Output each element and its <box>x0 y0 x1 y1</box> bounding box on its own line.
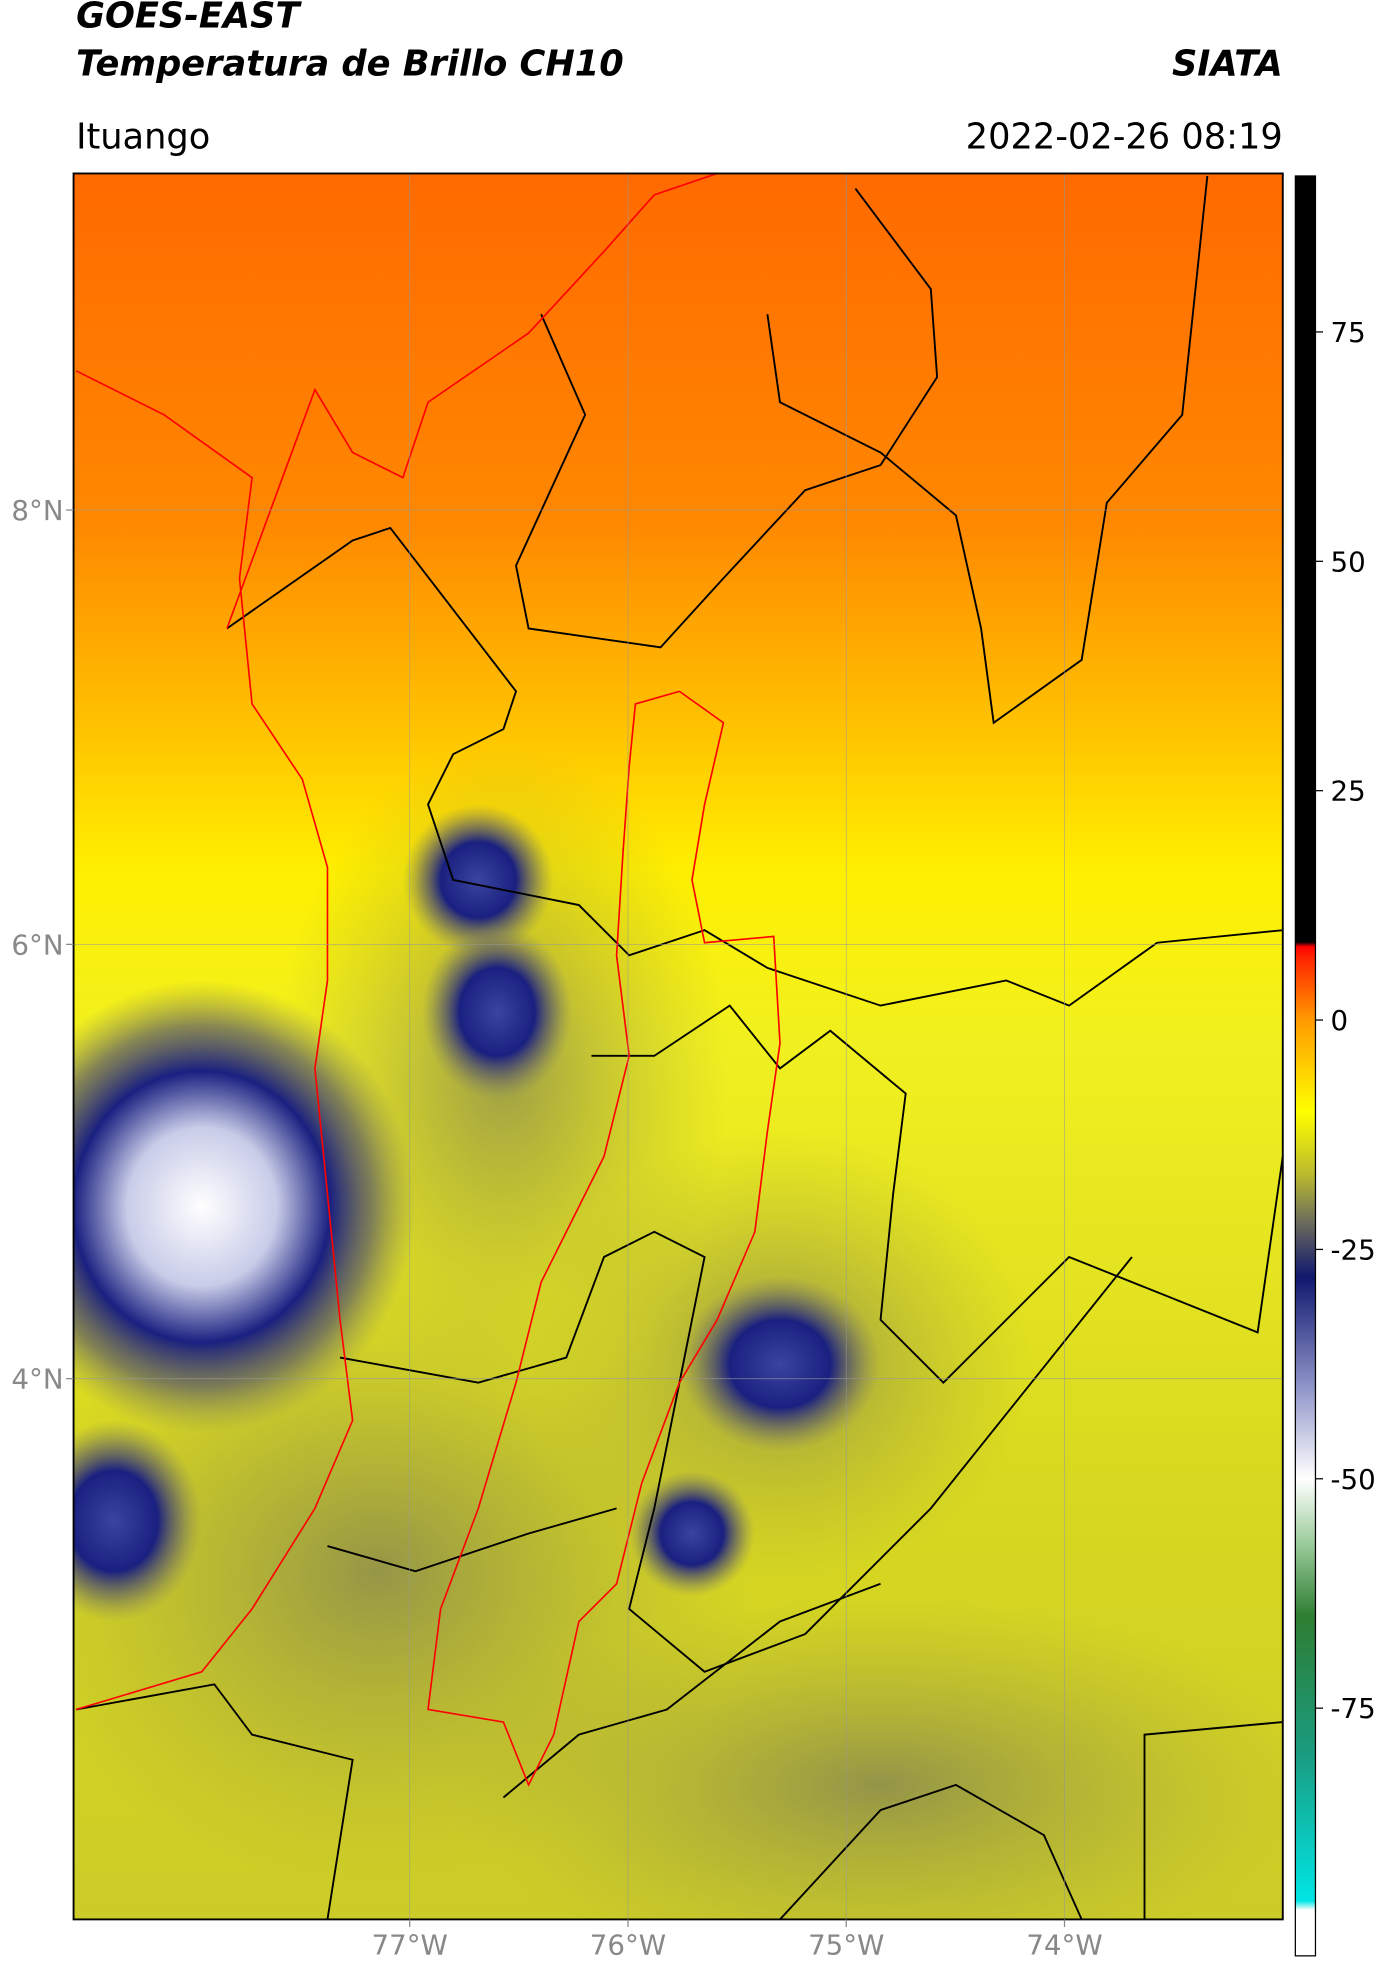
map-frame <box>72 172 1284 1921</box>
colorbar-scale <box>1294 175 1317 1957</box>
map <box>73 173 1283 1920</box>
x-tick-label: 75°W <box>808 1929 884 1962</box>
cloud <box>629 1470 755 1597</box>
source: SIATA <box>1172 43 1283 84</box>
colorbar-tick-label: -75 <box>1331 1692 1376 1725</box>
datetime: 2022-02-26 08:19 <box>966 116 1283 157</box>
colorbar-tick-label: 25 <box>1331 775 1366 808</box>
location: Ituango <box>76 116 210 157</box>
cloud <box>679 1275 881 1452</box>
cloud <box>73 980 416 1433</box>
axes: 77°W 76°W 75°W 74°W 8°N 6°N 4°N <box>11 494 1102 1961</box>
title: GOES-EAST <box>76 0 302 37</box>
colorbar-tick-label: -25 <box>1331 1233 1376 1266</box>
x-tick-label: 74°W <box>1026 1929 1102 1962</box>
y-tick-label: 8°N <box>11 494 63 527</box>
haze <box>440 1596 1283 1920</box>
cloud <box>421 923 573 1100</box>
colorbar-tick-label: 0 <box>1331 1004 1349 1037</box>
colorbar-tick-label: 50 <box>1331 545 1366 578</box>
colorbar-tick-label: -50 <box>1331 1463 1376 1496</box>
colorbar: -75 -50 -25 0 25 50 75 <box>1294 175 1376 1957</box>
watershed <box>75 173 781 1787</box>
y-tick-label: 4°N <box>11 1363 63 1396</box>
x-tick-label: 77°W <box>372 1929 448 1962</box>
x-tick-label: 76°W <box>590 1929 666 1962</box>
y-tick-label: 6°N <box>11 928 63 961</box>
cloud <box>73 1420 202 1622</box>
borders <box>75 175 1283 1920</box>
subtitle: Temperatura de Brillo CH10 <box>76 43 624 84</box>
grid <box>73 173 1283 1920</box>
colorbar-tick-label: 75 <box>1331 316 1366 349</box>
